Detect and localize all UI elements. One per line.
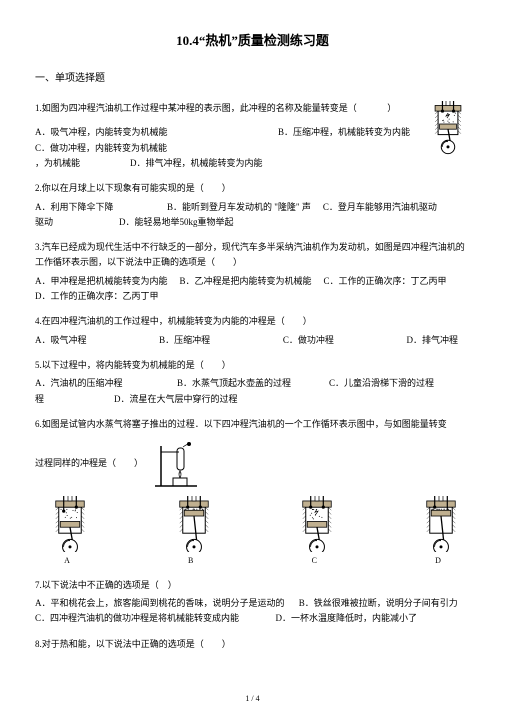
q7-optB: B．铁丝很难被拉断，说明分子间有引力 bbox=[299, 598, 458, 608]
q3-optB: B．乙冲程是把内能转变为机械能 bbox=[180, 274, 312, 289]
q7-stem: 7.以下说法中不正确的选项是（ ） bbox=[35, 578, 470, 593]
q5-optD: D．流星在大气层中穿行的过程 bbox=[114, 392, 238, 407]
q6-stem2: 过程同样的冲程是（ ） bbox=[35, 456, 143, 471]
q1-optD-pre: ，为机械能 bbox=[35, 156, 80, 171]
q3-optD: D．工作的正确次序：乙丙丁甲 bbox=[35, 289, 159, 304]
q1-stem-end: ） bbox=[387, 103, 396, 113]
question-5: 5.以下过程中，将内能转变为机械能的是（ ） A．汽油机的压缩冲程 B．水蒸气顶… bbox=[35, 358, 470, 407]
q1-optC: C．做功冲程，内能转变为机械能 bbox=[35, 141, 167, 156]
q4-optA: A．吸气冲程 bbox=[35, 333, 87, 348]
question-3: 3.汽车已经成为现代生活中不行缺乏的一部分，现代汽车多半采纳汽油机作为发动机，如… bbox=[35, 240, 470, 304]
question-4: 4.在四冲程汽油机的工作过程中，机械能转变为内能的冲程是（ ） A．吸气冲程 B… bbox=[35, 314, 470, 348]
question-6: 6.如图是试管内水蒸气将塞子推出的过程．以下四冲程汽油机的一个工作循环表示图中，… bbox=[35, 417, 470, 568]
question-8: 8.对于热和能，以下说法中正确的选项是（ ） bbox=[35, 637, 470, 652]
label-C: C bbox=[292, 554, 336, 568]
q7-optC: C．四冲程汽油机的做功冲程是将机械能转变成内能 bbox=[35, 613, 239, 623]
apparatus-figure bbox=[149, 438, 203, 490]
engine-B: B bbox=[169, 496, 213, 568]
engine-D: D bbox=[416, 496, 460, 568]
engine-A: A bbox=[45, 496, 89, 568]
q7-optA: A．平和桃花会上，旅客能闻到桃花的香味，说明分子是运动的 bbox=[35, 598, 285, 608]
q1-paren bbox=[359, 103, 385, 113]
q5-optD-pre: 程 bbox=[35, 392, 44, 407]
engine-C: C bbox=[292, 496, 336, 568]
q1-optB: B．压缩冲程，机械能转变为内能 bbox=[278, 125, 410, 140]
page-title: 10.4“热机”质量检测练习题 bbox=[35, 30, 470, 52]
q4-optD: D．排气冲程 bbox=[407, 333, 459, 348]
q2-optB: B．能听到登月车发动机的 "隆隆" 声 bbox=[167, 200, 311, 215]
q1-optD: D．排气冲程，机械能转变为内能 bbox=[130, 156, 263, 171]
q4-optB: B．压缩冲程 bbox=[159, 333, 210, 348]
q5-optC: C．儿童沿滑梯下滑的过程 bbox=[329, 376, 434, 391]
q2-optC: C．登月车能够用汽油机驱动 bbox=[323, 200, 437, 215]
question-2: 2.你以在月球上以下现象有可能实现的是（ ） A．利用下降伞下降 B．能听到登月… bbox=[35, 181, 470, 230]
q5-stem: 5.以下过程中，将内能转变为机械能的是（ ） bbox=[35, 358, 470, 373]
engine-figure-q1 bbox=[426, 101, 470, 157]
question-1: 1.如图为四冲程汽油机工作过程中某冲程的表示图，此冲程的名称及能量转变是（ ） … bbox=[35, 101, 470, 171]
page-number: 1 / 4 bbox=[0, 692, 505, 706]
label-B: B bbox=[169, 554, 213, 568]
q3-stem: 3.汽车已经成为现代生活中不行缺乏的一部分，现代汽车多半采纳汽油机作为发动机，如… bbox=[35, 240, 470, 271]
q4-stem: 4.在四冲程汽油机的工作过程中，机械能转变为内能的冲程是（ ） bbox=[35, 314, 470, 329]
q3-optC: C．工作的正确次序：丁乙丙甲 bbox=[324, 274, 447, 289]
question-7: 7.以下说法中不正确的选项是（ ） A．平和桃花会上，旅客能闻到桃花的香味，说明… bbox=[35, 578, 470, 627]
q2-optA: A．利用下降伞下降 bbox=[35, 200, 155, 215]
q5-optA: A．汽油机的压缩冲程 bbox=[35, 376, 165, 391]
q3-optA: A．甲冲程是把机械能转变为内能 bbox=[35, 274, 168, 289]
q2-stem: 2.你以在月球上以下现象有可能实现的是（ ） bbox=[35, 181, 470, 196]
q1-optA: A．吸气冲程，内能转变为机械能 bbox=[35, 125, 168, 140]
four-engine-row: A B C D bbox=[35, 496, 470, 568]
label-A: A bbox=[45, 554, 89, 568]
q8-stem: 8.对于热和能，以下说法中正确的选项是（ ） bbox=[35, 637, 470, 652]
q4-optC: C．做功冲程 bbox=[283, 333, 334, 348]
q1-stem: 1.如图为四冲程汽油机工作过程中某冲程的表示图，此冲程的名称及能量转变是（ bbox=[35, 103, 357, 113]
q7-optD: D．一杯水温度降低时，内能减小了 bbox=[276, 613, 418, 623]
label-D: D bbox=[416, 554, 460, 568]
q5-optB: B．水蒸气顶起水壶盖的过程 bbox=[177, 376, 317, 391]
section-heading: 一、单项选择题 bbox=[35, 70, 470, 87]
q6-stem1: 6.如图是试管内水蒸气将塞子推出的过程．以下四冲程汽油机的一个工作循环表示图中，… bbox=[35, 417, 470, 432]
q2-optD: D．能轻易地举50kg重物举起 bbox=[119, 215, 234, 230]
